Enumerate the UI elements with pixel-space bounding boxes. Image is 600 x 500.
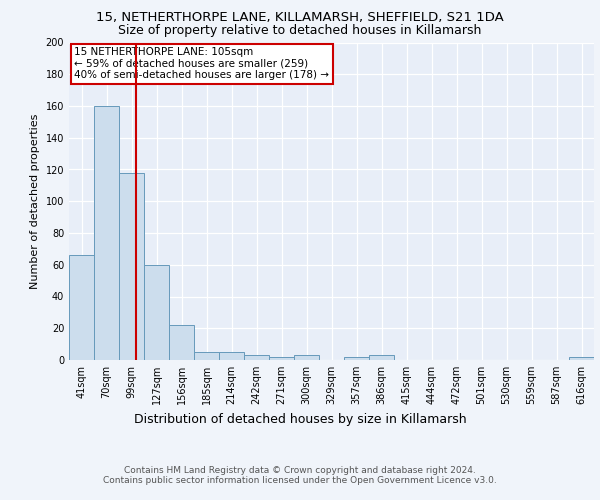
Y-axis label: Number of detached properties: Number of detached properties — [30, 114, 40, 289]
Bar — [294, 355, 319, 360]
Bar — [69, 255, 94, 360]
Text: 15 NETHERTHORPE LANE: 105sqm
← 59% of detached houses are smaller (259)
40% of s: 15 NETHERTHORPE LANE: 105sqm ← 59% of de… — [74, 48, 329, 80]
Bar — [244, 355, 269, 360]
Text: Contains HM Land Registry data © Crown copyright and database right 2024.: Contains HM Land Registry data © Crown c… — [124, 466, 476, 475]
Bar — [269, 357, 294, 360]
Bar — [169, 325, 194, 360]
Bar — [94, 106, 119, 360]
Bar — [144, 265, 169, 360]
Text: Contains public sector information licensed under the Open Government Licence v3: Contains public sector information licen… — [103, 476, 497, 485]
Bar — [219, 352, 244, 360]
Text: Distribution of detached houses by size in Killamarsh: Distribution of detached houses by size … — [134, 412, 466, 426]
Bar — [194, 352, 219, 360]
Text: Size of property relative to detached houses in Killamarsh: Size of property relative to detached ho… — [118, 24, 482, 37]
Text: 15, NETHERTHORPE LANE, KILLAMARSH, SHEFFIELD, S21 1DA: 15, NETHERTHORPE LANE, KILLAMARSH, SHEFF… — [96, 11, 504, 24]
Bar — [369, 355, 394, 360]
Bar — [569, 357, 594, 360]
Bar — [344, 357, 369, 360]
Bar — [119, 172, 144, 360]
